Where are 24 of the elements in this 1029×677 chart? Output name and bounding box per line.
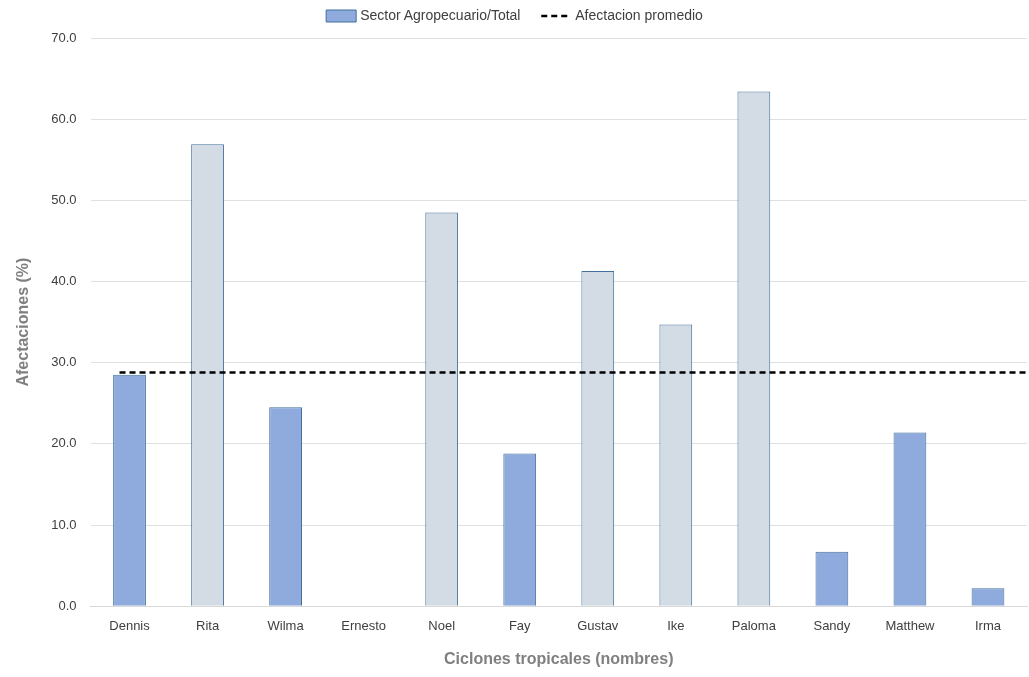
legend-label: Sector Agropecuario/Total <box>360 6 521 23</box>
y-tick-label: 50.0 <box>51 191 77 207</box>
x-tick-label: Wilma <box>267 617 305 633</box>
x-tick-label: Ike <box>667 617 685 633</box>
y-tick-label: 30.0 <box>51 354 77 370</box>
x-tick-label: Fay <box>508 617 532 633</box>
y-tick-label: 40.0 <box>51 273 77 289</box>
y-tick-label: 10.0 <box>51 516 77 532</box>
y-axis-title: Afectaciones (%) <box>14 257 32 387</box>
legend-label: Afectacion promedio <box>575 6 704 23</box>
x-tick-label: Paloma <box>731 617 777 633</box>
y-tick-label: 20.0 <box>51 435 77 451</box>
x-axis-title: Ciclones tropicales (nombres) <box>444 649 674 667</box>
y-tick-label: 0.0 <box>58 597 77 613</box>
x-tick-label: Sandy <box>813 617 851 633</box>
y-tick-label: 70.0 <box>51 29 77 45</box>
x-tick-label: Irma <box>974 617 1002 633</box>
x-tick-label: Matthew <box>885 617 936 633</box>
x-tick-label: Dennis <box>109 617 151 633</box>
x-tick-label: Gustav <box>577 617 619 633</box>
x-tick-label: Noel <box>428 617 456 633</box>
x-tick-label: Ernesto <box>341 617 387 633</box>
x-tick-label: Rita <box>196 617 220 633</box>
y-tick-label: 60.0 <box>51 110 77 126</box>
